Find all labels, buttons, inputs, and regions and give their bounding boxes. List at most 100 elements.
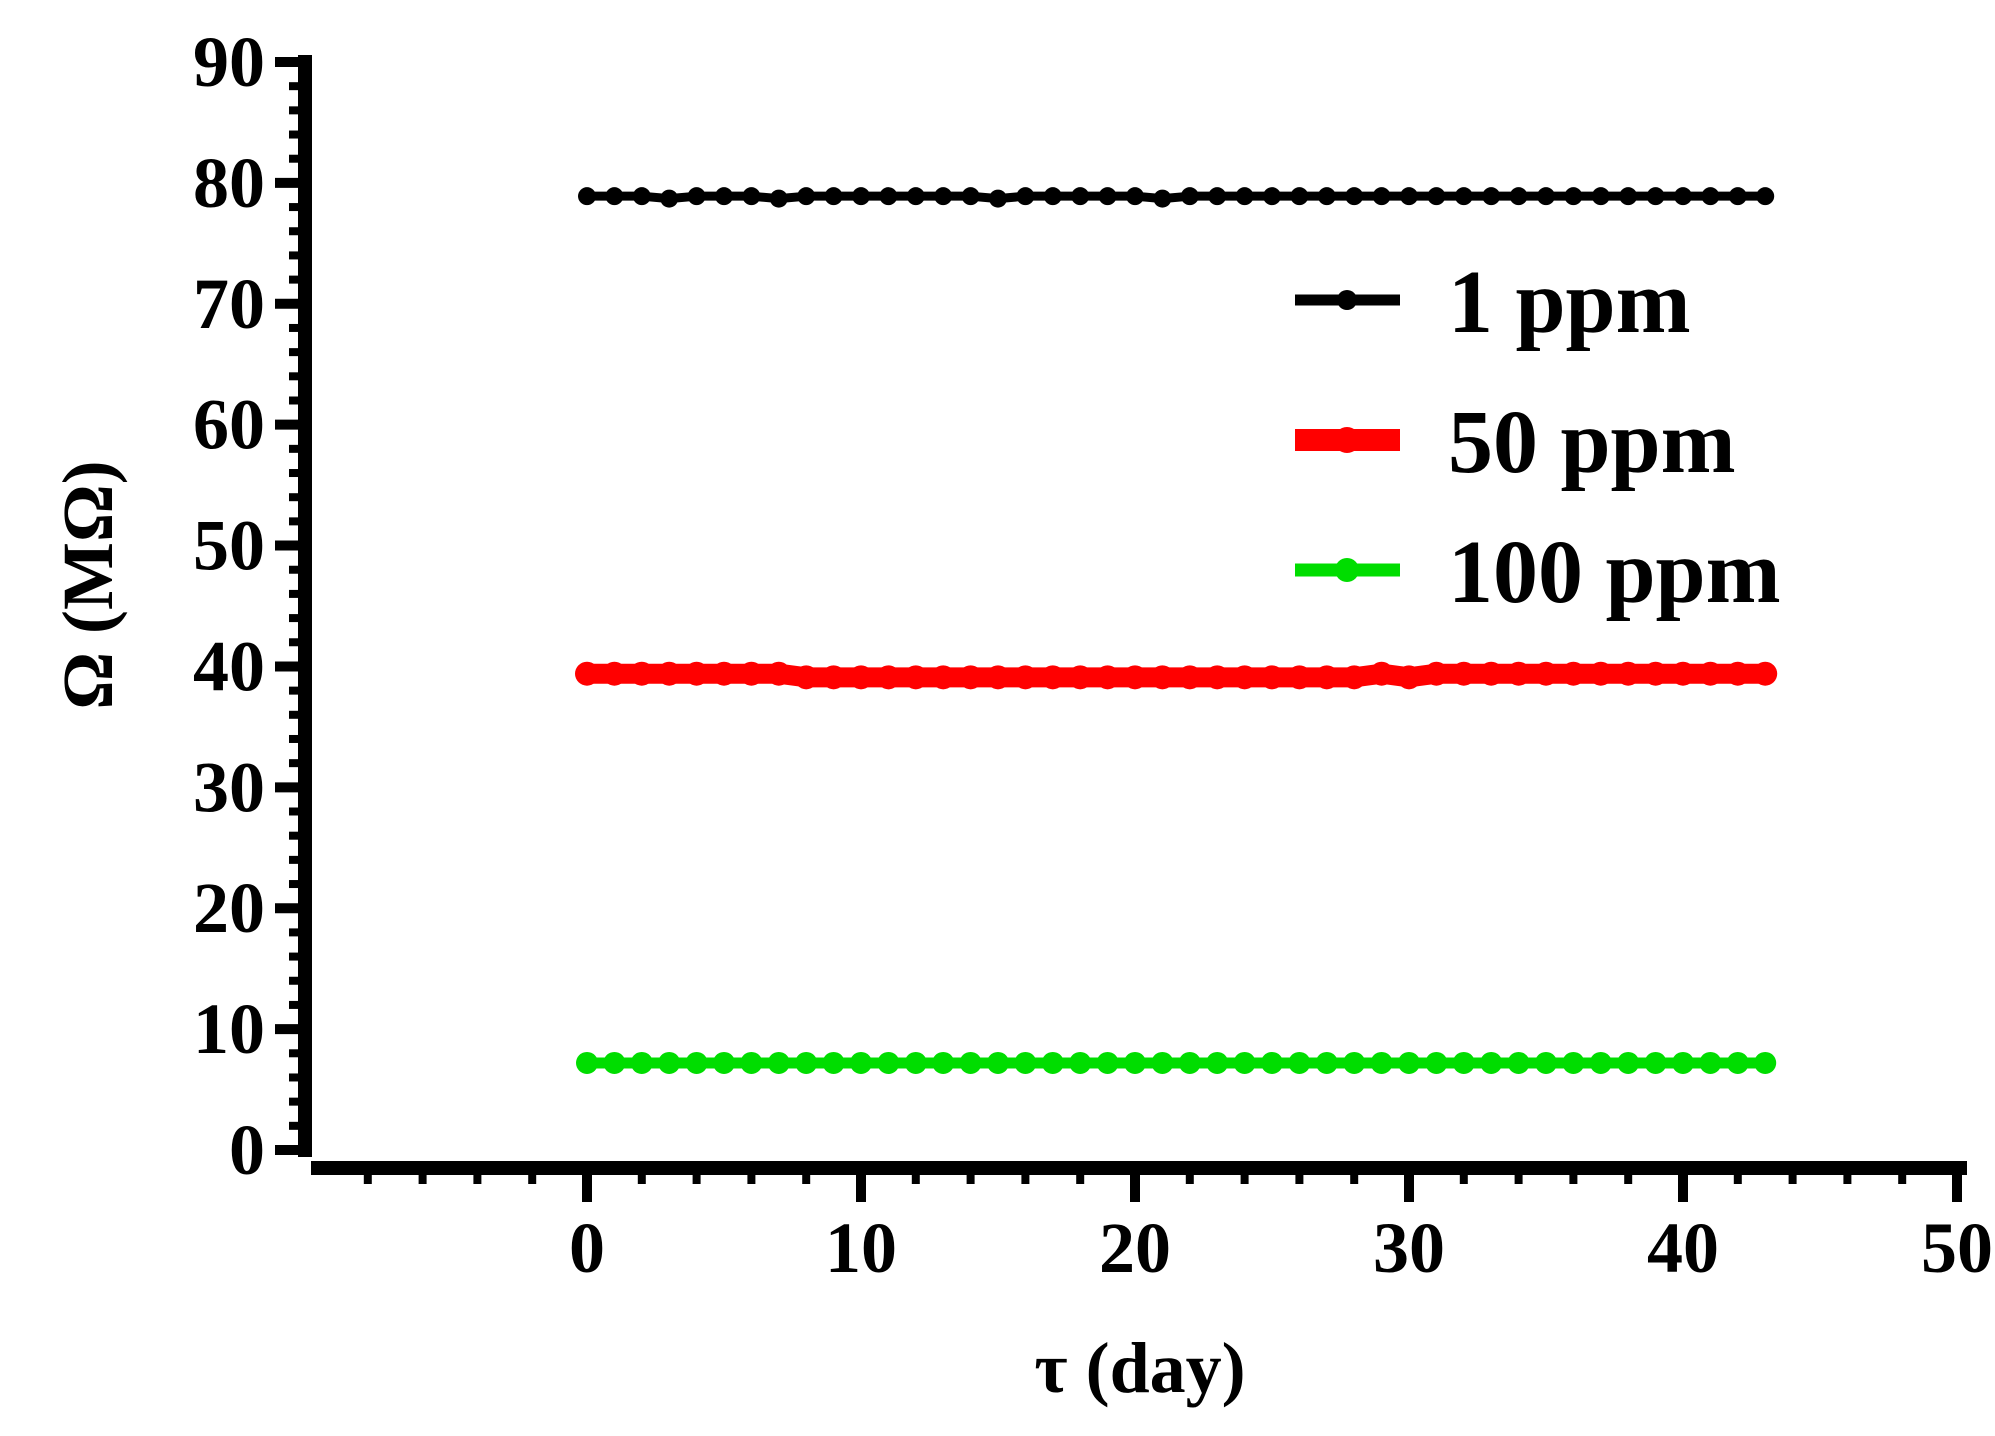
data-point [1644, 1051, 1667, 1074]
axes: 0 10 20 30 40 50 60 70 80 90 0 10 20 30 40 50 [193, 22, 1993, 1288]
data-point [795, 1051, 818, 1074]
data-point [1427, 187, 1446, 206]
data-point [1233, 1051, 1256, 1074]
data-point [1425, 1051, 1448, 1074]
data-point [1370, 1051, 1393, 1074]
data-point [1123, 665, 1147, 690]
data-point [1314, 665, 1339, 690]
data-point [1206, 1051, 1229, 1074]
data-point [1728, 187, 1747, 206]
data-point [1480, 1051, 1503, 1074]
data-point [660, 189, 679, 208]
data-point [1564, 187, 1583, 206]
x-tick-label: 40 [1647, 1208, 1719, 1288]
data-point [1535, 1051, 1557, 1074]
legend-entry: 100 ppm [1295, 523, 1781, 622]
data-point [903, 665, 928, 690]
data-point [989, 189, 1007, 208]
y-tick-label: 20 [193, 868, 265, 948]
data-point [821, 665, 846, 690]
series-line [587, 191, 1766, 204]
data-point [1400, 187, 1418, 206]
data-point [740, 1051, 763, 1074]
x-tick-label: 20 [1099, 1208, 1171, 1288]
data-point [959, 1051, 982, 1074]
data-point [1040, 665, 1065, 690]
data-point [1263, 187, 1281, 206]
data-point [934, 187, 953, 206]
data-point [986, 665, 1010, 690]
data-point [987, 1051, 1009, 1074]
data-point [658, 1051, 681, 1074]
data-point [742, 187, 761, 206]
data-point [1124, 1051, 1146, 1074]
data-point [1397, 665, 1421, 690]
data-point [1506, 661, 1531, 686]
data-point [961, 187, 980, 206]
data-point [1482, 187, 1501, 206]
data-point [1317, 187, 1336, 206]
y-tick-label: 50 [193, 506, 265, 586]
legend-entry: 1 ppm [1295, 253, 1691, 352]
data-point [1290, 187, 1309, 206]
data-point [1098, 187, 1117, 206]
data-point [1287, 665, 1312, 690]
data-point [1151, 1051, 1174, 1074]
data-point [1754, 1051, 1777, 1074]
data-point [1288, 1051, 1311, 1074]
data-point [1534, 661, 1558, 686]
data-point [713, 1051, 735, 1074]
data-point [1369, 661, 1394, 686]
data-point [1725, 661, 1750, 686]
legend: 1 ppm 50 ppm 100 ppm [1295, 253, 1781, 622]
data-point [906, 187, 925, 206]
data-point [797, 187, 816, 206]
x-axis-label: τ (day) [1034, 1328, 1245, 1408]
data-point [629, 661, 654, 686]
y-tick-label: 60 [193, 385, 265, 465]
data-point [1479, 661, 1504, 686]
data-point [769, 189, 788, 208]
data-point [1315, 1051, 1338, 1074]
legend-marker [1337, 290, 1357, 310]
data-point [1451, 661, 1476, 686]
data-point [632, 187, 651, 206]
data-point [1261, 1051, 1283, 1074]
data-point [1588, 661, 1613, 686]
y-ticks: 0 10 20 30 40 50 60 70 80 90 [193, 22, 305, 1190]
x-tick-label: 10 [825, 1208, 897, 1288]
data-point [602, 661, 627, 686]
data-point [685, 1051, 708, 1074]
data-point [1014, 1051, 1037, 1074]
data-point [932, 1051, 955, 1074]
data-point [1452, 1051, 1475, 1074]
data-point [1643, 661, 1668, 686]
data-point [1126, 187, 1144, 206]
data-point [876, 665, 901, 690]
data-point [850, 1051, 872, 1074]
data-point [1208, 187, 1227, 206]
data-point [605, 187, 624, 206]
data-point [1561, 661, 1586, 686]
data-point [1235, 187, 1254, 206]
data-point [1342, 665, 1367, 690]
legend-label: 1 ppm [1448, 253, 1691, 352]
legend-label: 50 ppm [1448, 393, 1736, 492]
data-point [1753, 661, 1778, 686]
data-point [1619, 187, 1638, 206]
series-50-ppm [575, 661, 1778, 690]
x-tick-label: 50 [1921, 1208, 1993, 1288]
data-point [1591, 187, 1610, 206]
data-point [879, 187, 898, 206]
data-point [1096, 1051, 1119, 1074]
data-point [739, 661, 764, 686]
data-point [1698, 661, 1723, 686]
data-point [1699, 1051, 1722, 1074]
legend-label: 100 ppm [1448, 523, 1781, 622]
y-tick-label: 0 [229, 1110, 265, 1190]
data-point [1646, 187, 1665, 206]
data-point [1372, 187, 1391, 206]
data-point [578, 187, 596, 206]
data-point [1674, 187, 1692, 206]
